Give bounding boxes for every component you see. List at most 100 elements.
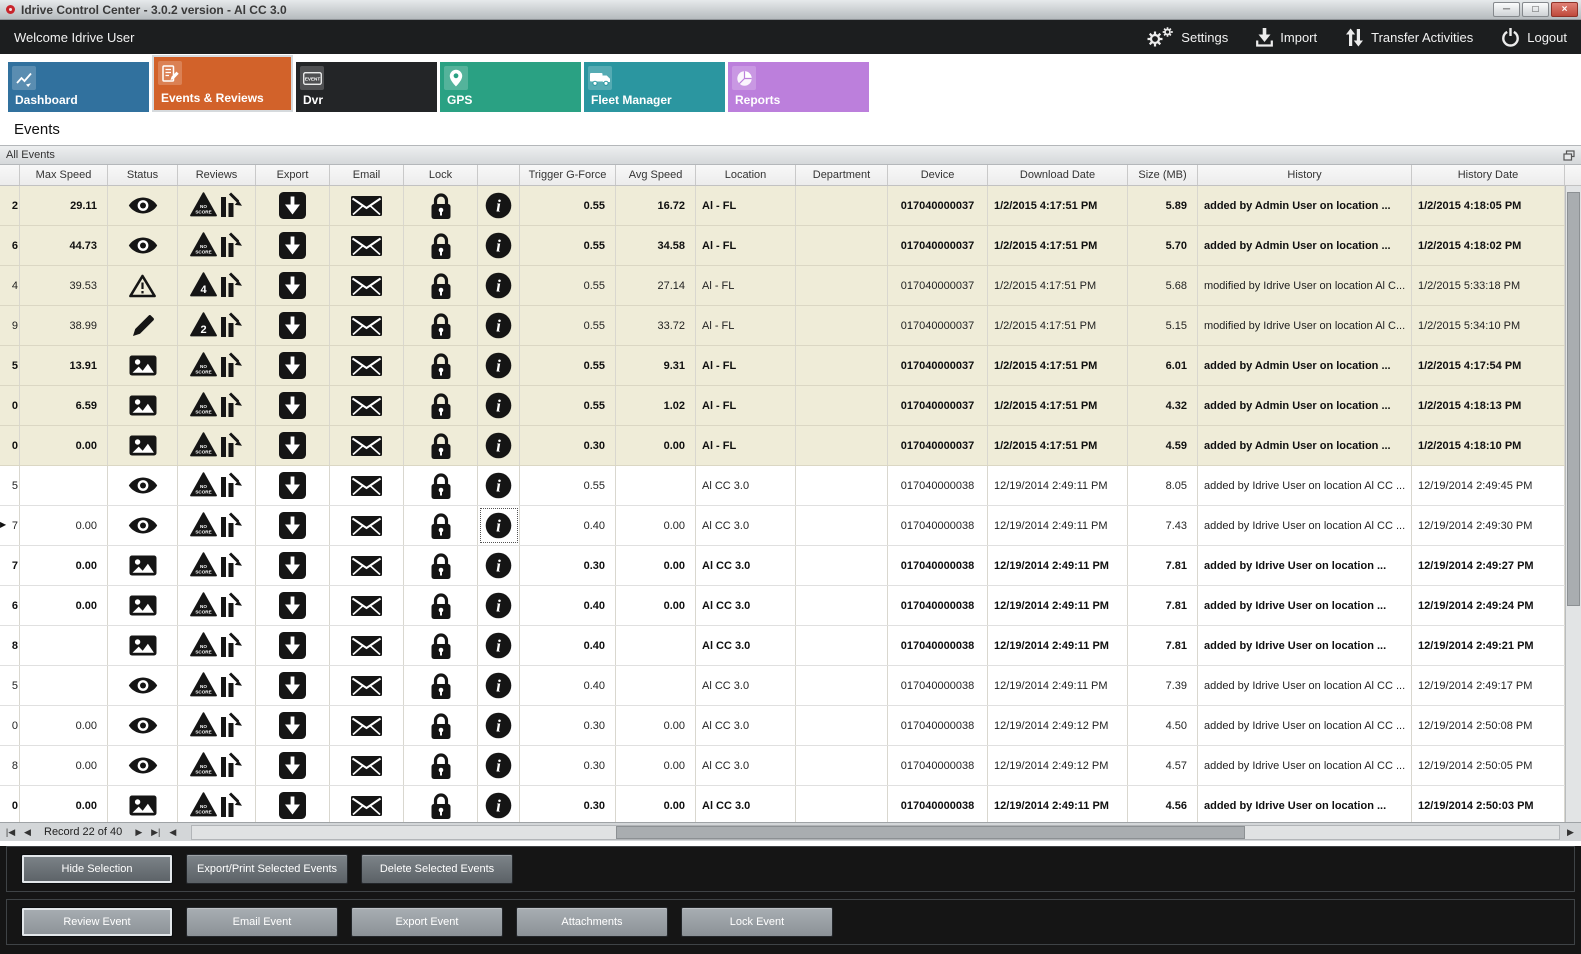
last-record-button[interactable]: ▶|: [151, 826, 161, 837]
export-icon[interactable]: [256, 746, 330, 785]
lock-icon[interactable]: [404, 626, 478, 665]
info-icon[interactable]: i: [478, 626, 520, 665]
email-icon[interactable]: [330, 626, 404, 665]
export-icon[interactable]: [256, 586, 330, 625]
status-eye-icon[interactable]: [108, 466, 178, 505]
col-header-trigger-g-force[interactable]: Trigger G-Force: [520, 165, 616, 185]
close-button[interactable]: ×: [1551, 2, 1578, 17]
info-icon[interactable]: i: [478, 506, 520, 545]
export-print-selected-events-button[interactable]: Export/Print Selected Events: [186, 854, 349, 884]
status-eye-icon[interactable]: [108, 706, 178, 745]
grid-row[interactable]: 0 6.59 NO SCORE i 0.55 1.02 Al - FL 017040000037…: [0, 386, 1565, 426]
email-event-button[interactable]: Email Event: [186, 907, 338, 937]
vertical-scrollbar[interactable]: [1565, 186, 1581, 822]
email-icon[interactable]: [330, 346, 404, 385]
email-icon[interactable]: [330, 466, 404, 505]
lock-icon[interactable]: [404, 346, 478, 385]
info-icon[interactable]: i: [478, 546, 520, 585]
info-icon[interactable]: i: [478, 746, 520, 785]
info-icon[interactable]: i: [478, 386, 520, 425]
tab-fleet-manager[interactable]: Fleet Manager: [584, 62, 725, 112]
maximize-button[interactable]: □: [1522, 2, 1549, 17]
reviews-cell[interactable]: NO SCORE: [178, 586, 256, 625]
col-header-location[interactable]: Location: [696, 165, 796, 185]
email-icon[interactable]: [330, 306, 404, 345]
minimize-button[interactable]: ─: [1493, 2, 1520, 17]
lock-icon[interactable]: [404, 386, 478, 425]
lock-icon[interactable]: [404, 266, 478, 305]
info-icon[interactable]: i: [478, 426, 520, 465]
reviews-cell[interactable]: NO SCORE: [178, 226, 256, 265]
export-icon[interactable]: [256, 266, 330, 305]
scroll-left-button[interactable]: ◀: [169, 826, 177, 837]
status-eye-icon[interactable]: [108, 186, 178, 225]
col-header-department[interactable]: Department: [796, 165, 888, 185]
info-icon[interactable]: i: [478, 266, 520, 305]
tab-dashboard[interactable]: Dashboard: [8, 62, 149, 112]
status-eye-icon[interactable]: [108, 506, 178, 545]
scroll-right-button[interactable]: ▶: [1567, 826, 1574, 837]
reviews-cell[interactable]: NO SCORE: [178, 626, 256, 665]
col-header-export[interactable]: Export: [256, 165, 330, 185]
email-icon[interactable]: [330, 506, 404, 545]
topbar-logout[interactable]: Logout: [1501, 27, 1567, 47]
info-icon[interactable]: i: [478, 186, 520, 225]
info-icon[interactable]: i: [478, 346, 520, 385]
col-header-history[interactable]: History: [1198, 165, 1412, 185]
col-header-email[interactable]: Email: [330, 165, 404, 185]
lock-icon[interactable]: [404, 426, 478, 465]
export-icon[interactable]: [256, 666, 330, 705]
grid-row[interactable]: 0 0.00 NO SCORE i 0.30 0.00 Al CC 3.0 0170400000…: [0, 786, 1565, 822]
col-header-download-date[interactable]: Download Date: [988, 165, 1128, 185]
reviews-cell[interactable]: NO SCORE: [178, 546, 256, 585]
status-pencil-icon[interactable]: [108, 306, 178, 345]
export-icon[interactable]: [256, 626, 330, 665]
status-picture-icon[interactable]: [108, 426, 178, 465]
info-icon[interactable]: i: [478, 586, 520, 625]
lock-icon[interactable]: [404, 746, 478, 785]
reviews-cell[interactable]: NO SCORE: [178, 706, 256, 745]
export-icon[interactable]: [256, 546, 330, 585]
lock-event-button[interactable]: Lock Event: [681, 907, 833, 937]
first-record-button[interactable]: |◀: [5, 826, 16, 837]
email-icon[interactable]: [330, 186, 404, 225]
status-picture-icon[interactable]: [108, 786, 178, 822]
export-icon[interactable]: [256, 346, 330, 385]
status-picture-icon[interactable]: [108, 586, 178, 625]
hide-selection-button[interactable]: Hide Selection: [21, 854, 173, 884]
reviews-cell[interactable]: NO SCORE: [178, 746, 256, 785]
lock-icon[interactable]: [404, 306, 478, 345]
export-icon[interactable]: [256, 506, 330, 545]
reviews-cell[interactable]: NO SCORE: [178, 466, 256, 505]
col-header-lock[interactable]: Lock: [404, 165, 478, 185]
lock-icon[interactable]: [404, 546, 478, 585]
horizontal-scrollbar[interactable]: [191, 824, 1560, 840]
export-icon[interactable]: [256, 706, 330, 745]
attachments-button[interactable]: Attachments: [516, 907, 668, 937]
review-event-button[interactable]: Review Event: [21, 907, 173, 937]
col-header-device[interactable]: Device: [888, 165, 988, 185]
grid-row[interactable]: 6 44.73 NO SCORE i 0.55 34.58 Al - FL 0170400000…: [0, 226, 1565, 266]
export-icon[interactable]: [256, 786, 330, 822]
reviews-cell[interactable]: NO SCORE: [178, 386, 256, 425]
tab-gps[interactable]: GPS: [440, 62, 581, 112]
email-icon[interactable]: [330, 426, 404, 465]
tab-dvr[interactable]: EVENT Dvr: [296, 62, 437, 112]
col-header-history-date[interactable]: History Date: [1412, 165, 1565, 185]
grid-row[interactable]: 5 13.91 NO SCORE i 0.55 9.31 Al - FL 01704000003…: [0, 346, 1565, 386]
email-icon[interactable]: [330, 586, 404, 625]
col-header-reviews[interactable]: Reviews: [178, 165, 256, 185]
email-icon[interactable]: [330, 746, 404, 785]
prev-record-button[interactable]: ◀: [24, 826, 31, 837]
export-event-button[interactable]: Export Event: [351, 907, 503, 937]
info-icon[interactable]: i: [478, 306, 520, 345]
col-header-blank[interactable]: [478, 165, 520, 185]
grid-row[interactable]: 4 39.53 4 i 0.55 27.14 Al - FL 017040000037 1/2/…: [0, 266, 1565, 306]
lock-icon[interactable]: [404, 786, 478, 822]
col-header-max-speed[interactable]: Max Speed: [20, 165, 108, 185]
email-icon[interactable]: [330, 786, 404, 822]
delete-selected-events-button[interactable]: Delete Selected Events: [361, 854, 514, 884]
panel-window-icon[interactable]: [1563, 149, 1575, 161]
email-icon[interactable]: [330, 386, 404, 425]
vertical-scrollbar-thumb[interactable]: [1567, 192, 1580, 606]
